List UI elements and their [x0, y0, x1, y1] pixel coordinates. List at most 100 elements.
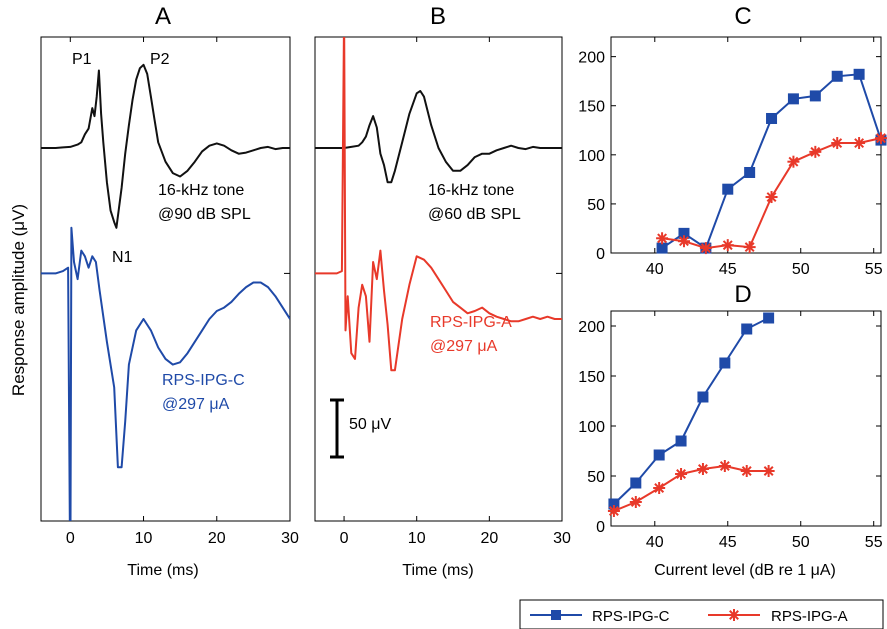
panel-d-axes [610, 310, 882, 527]
panel-d-point-rps-ipg-c [630, 477, 642, 489]
panel-c-xtick-label: 50 [792, 261, 810, 278]
panel-c-point-rps-ipg-a [853, 137, 866, 150]
panel-d-plot [607, 312, 775, 517]
panel-d-point-rps-ipg-a [696, 463, 709, 475]
panel-b-xtick-label: 0 [340, 530, 349, 547]
panel-d-point-rps-ipg-c [719, 357, 731, 369]
tone-b-annotation-line1: 16-kHz tone [428, 182, 514, 199]
panel-b-series-rps-ipg-a [315, 37, 562, 372]
panel-c-point-rps-ipg-c [766, 112, 778, 124]
panel-c-point-rps-ipg-a [787, 155, 800, 168]
panel-c-point-rps-ipg-c [853, 68, 865, 80]
rps-c-annotation-line1: RPS-IPG-C [162, 372, 245, 389]
panel-a-xtick-label: 0 [66, 530, 75, 547]
panel-d-point-rps-ipg-a [629, 496, 642, 508]
panel-d-ytick-label: 50 [587, 469, 605, 486]
scale-bar-label: 50 μV [349, 416, 391, 433]
panel-d-xtick-label: 50 [792, 534, 810, 551]
legend-marks [530, 609, 760, 621]
tone-a-annotation-line1: 16-kHz tone [158, 182, 244, 199]
peak-label-n1: N1 [112, 249, 133, 266]
panel-b: B 0 10 20 30 16-kHz tone @60 dB SPL RPS-IPG… [314, 3, 571, 579]
panel-d-point-rps-ipg-c [653, 449, 665, 461]
panel-c-title: C [734, 3, 751, 30]
panel-b-ticks: 0 10 20 30 [315, 37, 571, 547]
panel-d-xlabel: Current level (dB re 1 μA) [654, 562, 836, 579]
panel-b-xlabel: Time (ms) [402, 562, 473, 579]
panel-a-axes [40, 36, 291, 522]
panel-d-title: D [734, 281, 751, 308]
panel-b-lines [315, 37, 562, 372]
panel-a-xtick-label: 20 [208, 530, 226, 547]
panel-d-point-rps-ipg-c [763, 312, 775, 324]
panel-c-xtick-label: 40 [646, 261, 664, 278]
scale-bar [330, 398, 344, 459]
panel-c-plot [656, 68, 887, 255]
panel-d-point-rps-ipg-c [697, 391, 709, 403]
panel-d-ytick-label: 100 [578, 419, 605, 436]
panel-c-point-rps-ipg-c [787, 93, 799, 105]
panel-c-point-rps-ipg-a [677, 235, 690, 248]
panel-a-ticks: 0 10 20 30 [41, 37, 299, 547]
panel-d: D 40 45 50 55 0 50 100 150 200 Current level (dB… [578, 281, 882, 579]
panel-d-xtick-label: 55 [865, 534, 883, 551]
panel-c-ytick-label: 50 [587, 197, 605, 214]
legend: RPS-IPG-C RPS-IPG-A [519, 599, 884, 629]
rps-c-annotation-line2: @297 μA [162, 396, 230, 413]
panel-c-point-rps-ipg-a [699, 242, 712, 255]
panel-d-ytick-label: 0 [596, 519, 605, 536]
panel-a-xtick-label: 10 [135, 530, 153, 547]
legend-label-rps-ipg-c: RPS-IPG-C [592, 608, 670, 625]
panel-c-point-rps-ipg-c [809, 90, 821, 102]
legend-marker-rps-ipg-a [728, 609, 740, 621]
panel-b-series-16-khz-tone [315, 90, 562, 184]
tone-a-annotation-line2: @90 dB SPL [158, 206, 251, 223]
peak-label-p1: P1 [72, 51, 92, 68]
panel-a-title: A [155, 3, 171, 30]
panel-c-ytick-label: 200 [578, 50, 605, 67]
panel-d-point-rps-ipg-a [740, 465, 753, 477]
panel-d-point-rps-ipg-c [741, 323, 753, 335]
panel-c-point-rps-ipg-c [722, 183, 734, 195]
panel-c-ytick-label: 100 [578, 148, 605, 165]
panel-c-xtick-label: 45 [719, 261, 737, 278]
panel-b-xtick-label: 30 [553, 530, 571, 547]
panel-a-xtick-label: 30 [281, 530, 299, 547]
panel-c-point-rps-ipg-a [809, 145, 822, 158]
panel-c-point-rps-ipg-a [831, 137, 844, 150]
panel-c-point-rps-ipg-a [743, 241, 756, 254]
panel-c-point-rps-ipg-c [656, 242, 668, 254]
panel-c-line-rps-ipg-c [661, 73, 882, 250]
legend-marker-rps-ipg-c [551, 610, 561, 620]
panel-b-title: B [430, 3, 446, 30]
panel-c-ytick-label: 150 [578, 99, 605, 116]
panel-a-xlabel: Time (ms) [127, 562, 198, 579]
panel-a-lines [41, 63, 290, 521]
panel-b-xtick-label: 20 [480, 530, 498, 547]
panel-c-ticks: 40 45 50 55 0 50 100 150 200 [578, 37, 883, 278]
peak-label-p2: P2 [150, 51, 170, 68]
panel-d-ticks: 40 45 50 55 0 50 100 150 200 [578, 311, 883, 551]
panel-d-point-rps-ipg-a [762, 465, 775, 477]
rps-a-annotation-line1: RPS-IPG-A [430, 314, 512, 331]
panel-b-xtick-label: 10 [408, 530, 426, 547]
figure-ylabel: Response amplitude (μV) [9, 204, 28, 396]
panel-c-ytick-label: 0 [596, 246, 605, 263]
panel-d-point-rps-ipg-a [675, 468, 688, 480]
panel-c-point-rps-ipg-a [656, 232, 669, 245]
panel-c-point-rps-ipg-a [875, 132, 887, 145]
panel-c-xtick-label: 55 [865, 261, 883, 278]
panel-c: C 40 45 50 55 0 50 100 150 200 [578, 3, 887, 278]
panel-c-point-rps-ipg-c [831, 70, 843, 82]
panel-d-xtick-label: 45 [719, 534, 737, 551]
panel-a: A 0 10 20 30 P1 P2 N1 16-kHz tone @90 dB SP… [40, 3, 299, 579]
panel-a-series-16-khz-tone [41, 63, 290, 229]
panel-d-line-rps-ipg-c [613, 317, 770, 505]
panel-d-point-rps-ipg-a [718, 460, 731, 472]
tone-b-annotation-line2: @60 dB SPL [428, 206, 521, 223]
panel-b-axes [314, 36, 563, 522]
panel-c-point-rps-ipg-a [765, 191, 778, 204]
panel-d-point-rps-ipg-c [675, 435, 687, 447]
legend-label-rps-ipg-a: RPS-IPG-A [771, 608, 848, 625]
